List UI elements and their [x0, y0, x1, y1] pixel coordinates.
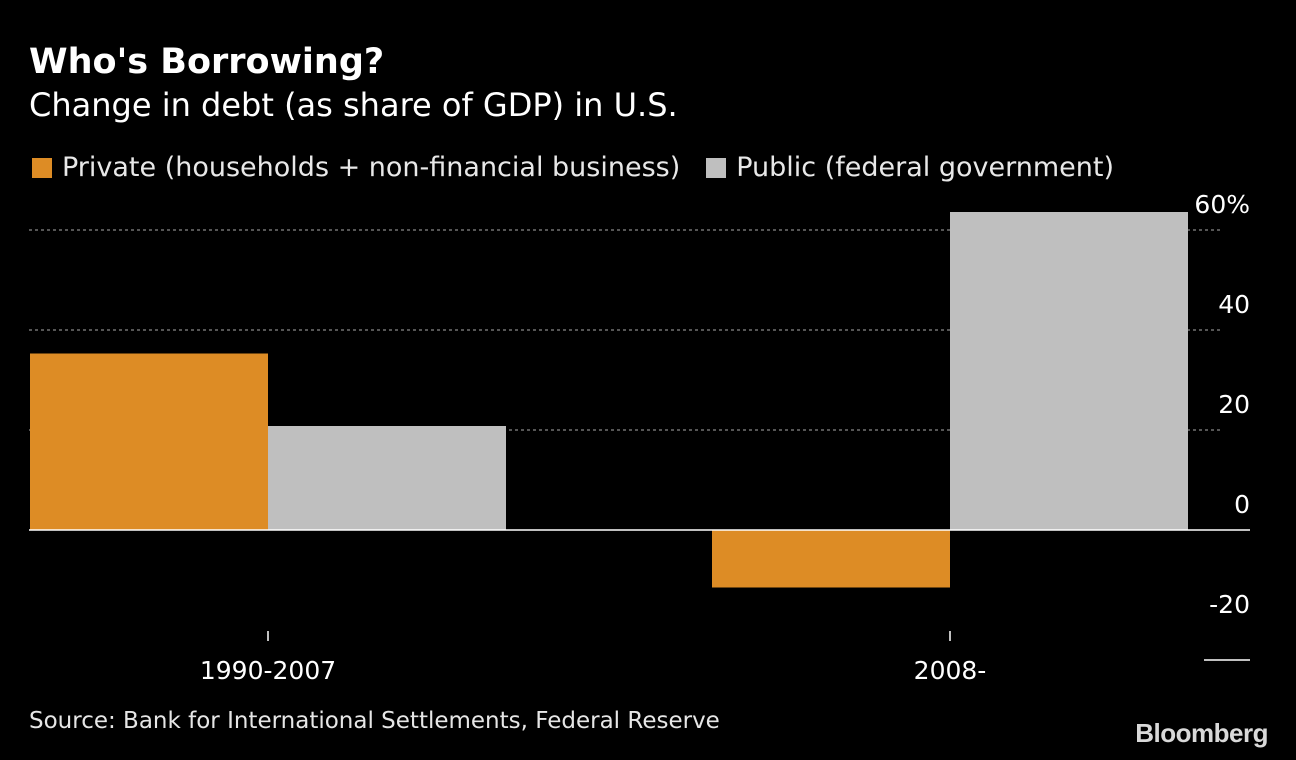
bar-private-2 [712, 530, 950, 588]
y-tick-label: -20 [1209, 590, 1250, 619]
source-note: Source: Bank for International Settlemen… [29, 708, 720, 734]
chart-subtitle: Change in debt (as share of GDP) in U.S. [29, 86, 678, 124]
y-tick-label: 40 [1218, 290, 1250, 319]
chart-title: Who's Borrowing? [29, 42, 385, 82]
x-tick-label: 2008- [914, 656, 987, 685]
bar-public-1 [268, 426, 506, 530]
legend-swatch-private [32, 158, 52, 178]
y-tick-label: 60% [1194, 190, 1250, 219]
bloomberg-logo: Bloomberg [1135, 718, 1268, 748]
legend-label-public: Public (federal government) [736, 152, 1114, 183]
bar-private-1 [30, 353, 268, 530]
legend: Private (households + non-financial busi… [32, 150, 1140, 186]
x-tick-label: 1990-2007 [200, 656, 336, 685]
legend-swatch-public [706, 158, 727, 178]
legend-item-private: Private (households + non-financial busi… [32, 150, 680, 186]
legend-item-public: Public (federal government) [706, 150, 1114, 186]
y-tick-label: 0 [1234, 490, 1250, 519]
bar-public-2 [950, 212, 1188, 530]
y-tick-label: 20 [1218, 390, 1250, 419]
legend-label-private: Private (households + non-financial busi… [62, 152, 681, 183]
